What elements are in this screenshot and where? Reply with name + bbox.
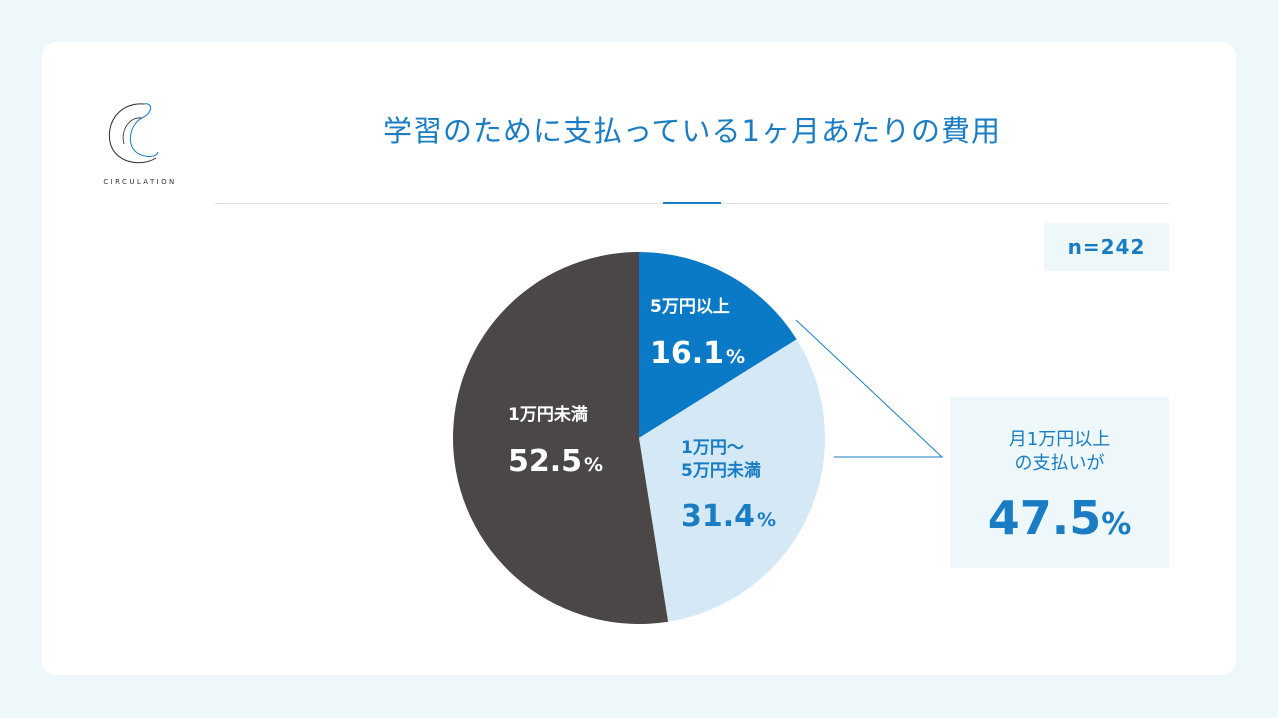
pie-slice-under-1man	[452, 252, 669, 625]
slice-value-unit: %	[584, 454, 604, 476]
pie-slice-1man-5man	[639, 339, 825, 622]
callout-leader-line	[795, 319, 944, 458]
slice-value: 31.4%	[681, 499, 776, 538]
slice-category: 5万円以上	[650, 297, 730, 317]
slice-value-number: 31.4	[681, 499, 756, 534]
slice-value: 16.1%	[650, 336, 745, 375]
slice-label-1man-5man: 1万円〜 5万円未満 31.4%	[681, 437, 776, 538]
callout-line1: 月1万円以上	[1008, 429, 1111, 450]
logo-text: CIRCULATION	[103, 178, 177, 186]
title-divider-accent	[663, 202, 721, 204]
circulation-logo: CIRCULATION	[100, 96, 180, 188]
slice-category-line1: 1万円〜	[681, 438, 744, 458]
callout-value-unit: %	[1101, 507, 1132, 542]
logo-mark-icon	[108, 103, 159, 164]
summary-callout: 月1万円以上 の支払いが 47.5%	[950, 397, 1169, 568]
slice-value-unit: %	[757, 509, 777, 531]
page-title: 学習のために支払っている1ヶ月あたりの費用	[382, 114, 1001, 148]
slice-label-5man-plus: 5万円以上 16.1%	[650, 296, 745, 375]
slice-label-under-1man: 1万円未満 52.5%	[508, 404, 603, 483]
callout-value-number: 47.5	[987, 491, 1102, 545]
slice-value-number: 16.1	[650, 336, 725, 371]
callout-value: 47.5%	[950, 491, 1169, 545]
sample-size-badge: n=242	[1044, 223, 1169, 271]
slice-value: 52.5%	[508, 444, 603, 483]
pie-slice-5man-plus	[639, 252, 797, 438]
slice-category: 1万円未満	[508, 405, 588, 425]
slice-value-number: 52.5	[508, 444, 583, 479]
slice-category-line2: 5万円未満	[681, 461, 761, 481]
slice-value-unit: %	[726, 346, 746, 368]
callout-line2: の支払いが	[1014, 453, 1105, 474]
